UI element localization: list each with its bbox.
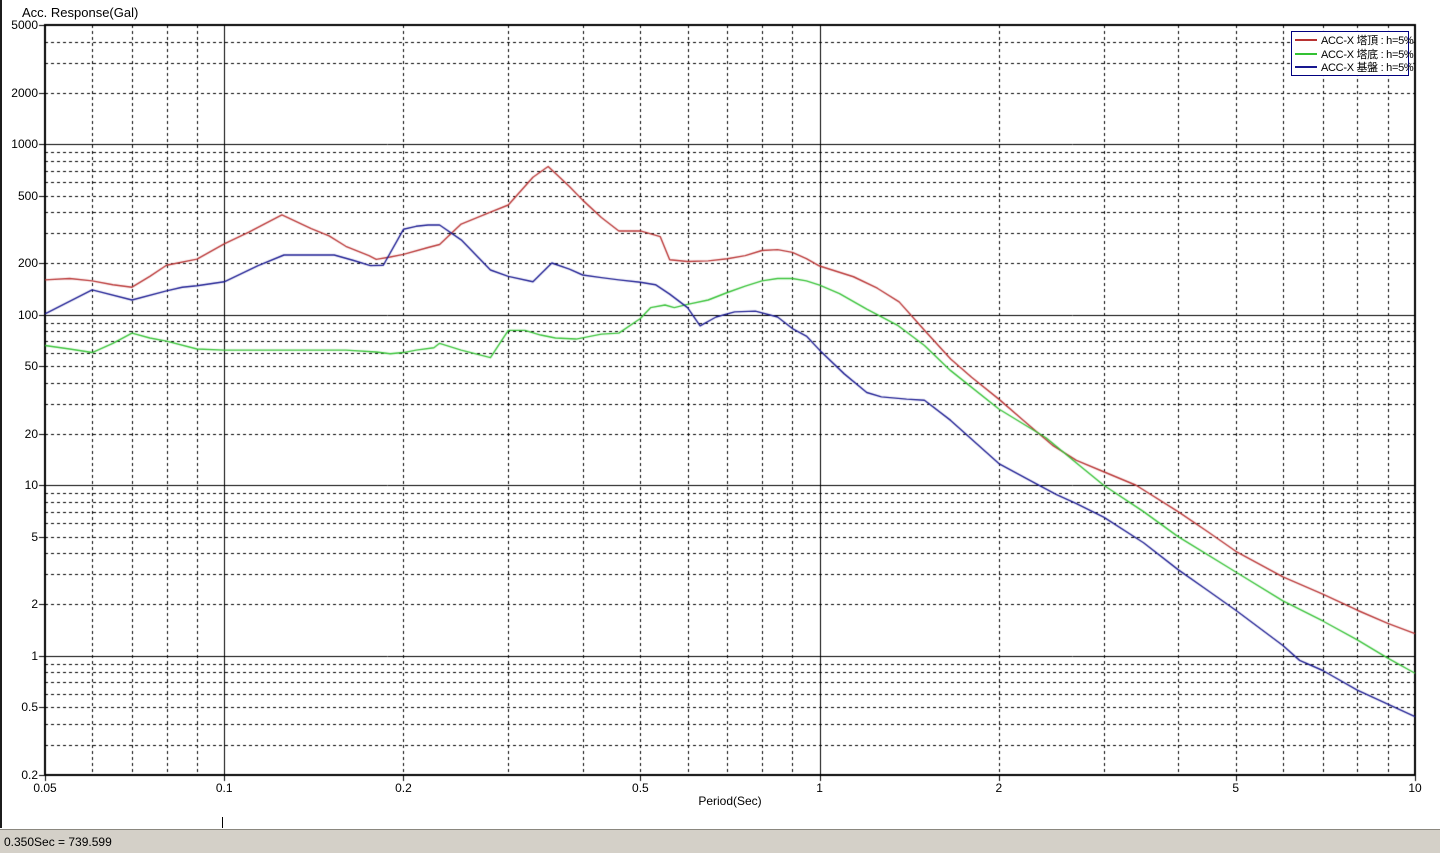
y-tick-label: 200 bbox=[17, 256, 38, 271]
y-tick-label: 10 bbox=[24, 478, 38, 493]
status-bar: 0.350Sec = 739.599 bbox=[0, 829, 1440, 853]
x-tick-label: 0.5 bbox=[632, 781, 649, 795]
y-tick-label: 5 bbox=[31, 529, 38, 544]
x-axis-title: Period(Sec) bbox=[698, 794, 762, 808]
legend-line-swatch bbox=[1295, 39, 1317, 41]
chart-title: Acc. Response(Gal) bbox=[22, 5, 139, 20]
legend-line-swatch bbox=[1295, 66, 1317, 68]
window-left-edge bbox=[0, 0, 2, 828]
y-tick-label: 5000 bbox=[11, 18, 38, 32]
legend-item: ACC-X 基盤 : h=5% bbox=[1295, 61, 1414, 74]
x-tick-label: 2 bbox=[995, 781, 1003, 795]
legend-label: ACC-X 塔頂 : h=5% bbox=[1321, 35, 1414, 47]
chart-region: Acc. Response(Gal) 5000 2000 1000 500 200 100… bbox=[0, 0, 1440, 828]
x-tick-label: 10 bbox=[1408, 781, 1422, 795]
legend-label: ACC-X 基盤 : h=5% bbox=[1321, 62, 1414, 74]
y-tick-label: 2 bbox=[31, 597, 38, 612]
x-tick-label: 0.05 bbox=[33, 781, 57, 795]
x-tick-label: 1 bbox=[816, 781, 823, 795]
response-spectrum-plot[interactable] bbox=[0, 0, 1440, 828]
cursor-readout: 0.350Sec = 739.599 bbox=[4, 834, 112, 849]
x-tick-label: 0.1 bbox=[215, 781, 233, 795]
legend-label: ACC-X 塔底 : h=5% bbox=[1321, 48, 1414, 61]
y-tick-label: 500 bbox=[17, 188, 38, 203]
legend-item: ACC-X 塔底 : h=5% bbox=[1295, 47, 1414, 61]
y-tick-label: 2000 bbox=[11, 85, 38, 100]
x-tick-label: 0.2 bbox=[395, 781, 412, 795]
y-tick-label: 100 bbox=[17, 307, 38, 322]
pointer-artifact bbox=[222, 817, 223, 828]
y-tick-label: 50 bbox=[24, 359, 38, 374]
y-tick-label: 1000 bbox=[11, 137, 38, 152]
legend-line-swatch bbox=[1295, 52, 1317, 55]
y-tick-label: 0.2 bbox=[21, 768, 38, 782]
y-tick-label: 0.5 bbox=[21, 700, 38, 715]
x-tick-label: 5 bbox=[1232, 781, 1240, 795]
legend-item: ACC-X 塔頂 : h=5% bbox=[1295, 34, 1414, 47]
y-tick-label: 1 bbox=[31, 648, 38, 663]
y-tick-label: 20 bbox=[24, 426, 38, 441]
legend: ACC-X 塔頂 : h=5% ACC-X 塔底 : h=5% ACC-X 基盤 :… bbox=[1291, 31, 1414, 76]
